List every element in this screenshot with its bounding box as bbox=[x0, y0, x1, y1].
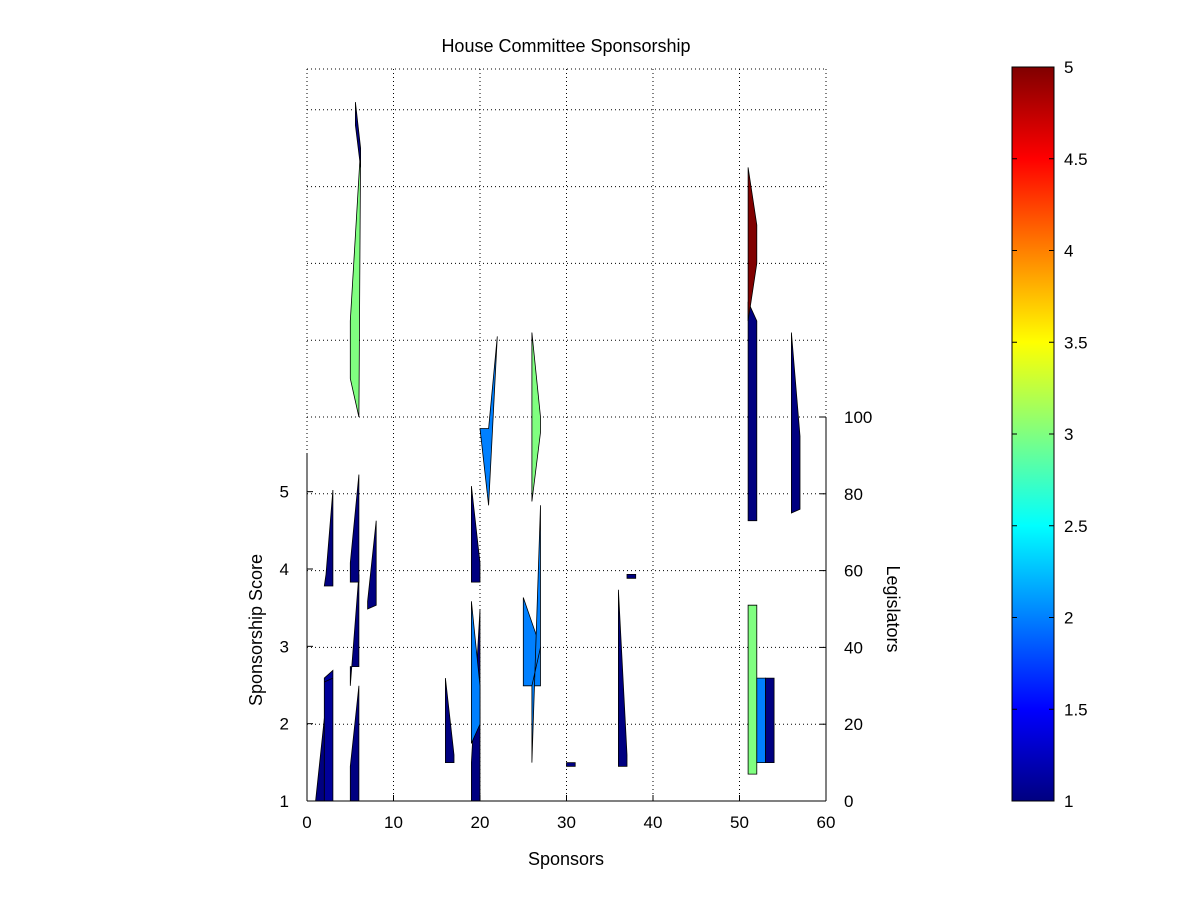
x-tick-label: 0 bbox=[302, 813, 311, 832]
colorbar-tick-label: 4 bbox=[1064, 242, 1073, 261]
data-patch-17 bbox=[531, 332, 541, 502]
x-tick-label: 10 bbox=[384, 813, 403, 832]
data-patch-20 bbox=[626, 574, 637, 579]
y-right-tick-label: 80 bbox=[844, 485, 863, 504]
colorbar-tick-label: 5 bbox=[1064, 58, 1073, 77]
data-patch-18 bbox=[566, 762, 576, 767]
data-patch-3 bbox=[323, 489, 334, 587]
chart-title: House Committee Sponsorship bbox=[441, 36, 690, 56]
data-patch-13 bbox=[470, 486, 481, 583]
data-patch-10 bbox=[444, 678, 455, 763]
y-right-tick-label: 100 bbox=[844, 408, 872, 427]
data-patch-24 bbox=[756, 677, 766, 763]
colorbar-ticks: 1 1.5 2 2.5 3 3.5 4 4.5 5 bbox=[1012, 58, 1088, 811]
x-tick-label: 50 bbox=[730, 813, 749, 832]
data-patch-26 bbox=[791, 332, 801, 514]
data-patch-25 bbox=[765, 677, 775, 763]
colorbar: 1 1.5 2 2.5 3 3.5 4 4.5 5 bbox=[1011, 58, 1088, 811]
y-left-tick-label: 1 bbox=[280, 792, 289, 811]
y-left-tick-label: 4 bbox=[280, 560, 289, 579]
data-patch-9 bbox=[367, 520, 377, 610]
colorbar-tick-label: 3 bbox=[1064, 425, 1073, 444]
data-patch-2 bbox=[324, 677, 334, 683]
data-patch-4 bbox=[349, 685, 360, 802]
x-axis-label: Sponsors bbox=[528, 849, 604, 869]
colorbar-gradient bbox=[1011, 66, 1055, 802]
colorbar-tick-label: 3.5 bbox=[1064, 333, 1088, 352]
y-left-tick-label: 5 bbox=[280, 483, 289, 502]
colorbar-tick-label: 1 bbox=[1064, 792, 1073, 811]
y-axis-label-right: Legislators bbox=[883, 565, 903, 652]
x-tick-label: 60 bbox=[817, 813, 836, 832]
y-right-tick-label: 40 bbox=[844, 638, 863, 657]
axes bbox=[306, 416, 827, 802]
data-patch-21 bbox=[747, 301, 758, 522]
data-shapes bbox=[315, 102, 801, 802]
grid-lines bbox=[306, 68, 827, 801]
y-right-tick-label: 0 bbox=[844, 792, 853, 811]
data-patch-22 bbox=[747, 167, 758, 322]
y-right-tick-label: 60 bbox=[844, 562, 863, 581]
y-axis-label-left: Sponsorship Score bbox=[246, 554, 266, 706]
y-left-tick-label: 2 bbox=[280, 715, 289, 734]
x-tick-label: 30 bbox=[557, 813, 576, 832]
data-patch-16 bbox=[531, 505, 541, 763]
x-tick-label: 40 bbox=[644, 813, 663, 832]
data-patch-8 bbox=[354, 102, 362, 168]
y-right-tick-label: 20 bbox=[844, 715, 863, 734]
data-patch-19 bbox=[618, 589, 628, 767]
data-patch-7 bbox=[349, 148, 361, 418]
y-left-tick-label: 3 bbox=[280, 637, 289, 656]
colorbar-tick-label: 1.5 bbox=[1064, 700, 1088, 719]
data-patch-5 bbox=[349, 574, 360, 686]
data-patch-12 bbox=[470, 601, 481, 744]
colorbar-tick-label: 2 bbox=[1064, 609, 1073, 628]
data-patch-6 bbox=[349, 474, 360, 583]
x-tick-label: 20 bbox=[471, 813, 490, 832]
colorbar-tick-label: 2.5 bbox=[1064, 517, 1088, 536]
data-patch-1 bbox=[323, 669, 334, 802]
colorbar-tick-label: 4.5 bbox=[1064, 150, 1088, 169]
data-patch-23 bbox=[747, 604, 758, 775]
data-patch-14 bbox=[479, 336, 498, 506]
